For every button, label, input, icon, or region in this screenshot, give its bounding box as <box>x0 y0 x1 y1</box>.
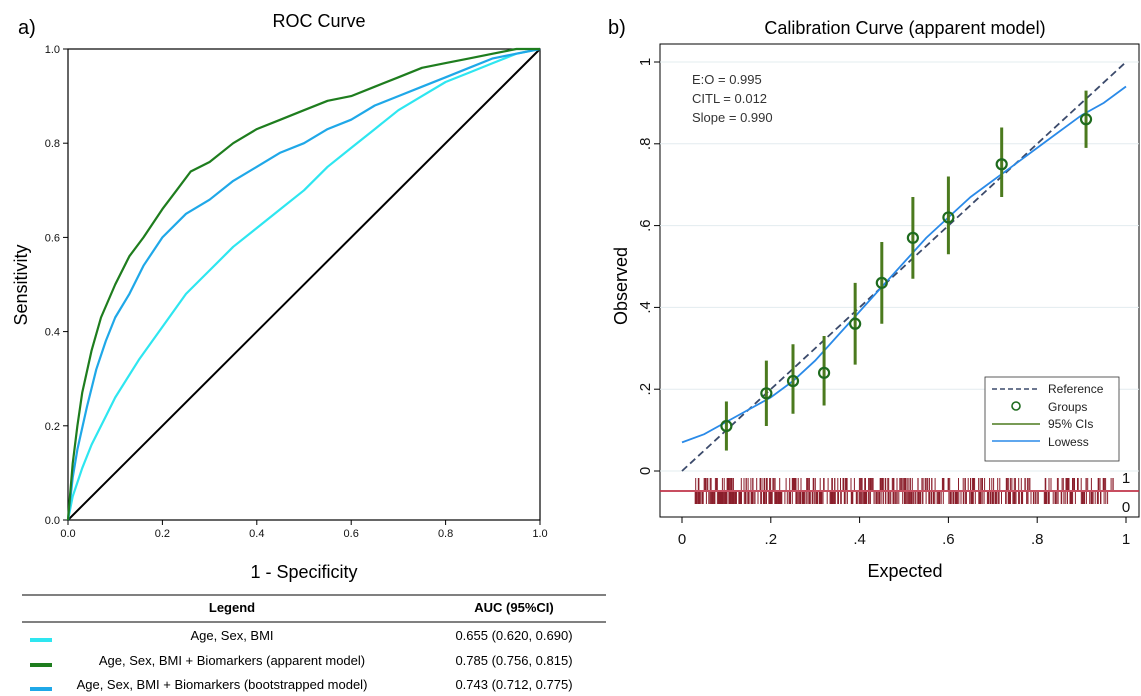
roc-ytick-label: 0.0 <box>45 515 60 527</box>
reference-line <box>681 61 1127 472</box>
group-point <box>817 366 831 379</box>
stat-citl: CITL = 0.012 <box>692 91 767 106</box>
roc-ytick-label: 0.2 <box>45 421 60 433</box>
calibration-ytick-label: .2 <box>637 383 654 396</box>
calibration-series <box>681 61 1127 472</box>
calibration-xtick-label: 0 <box>678 531 686 548</box>
rug-label-one: 1 <box>1122 470 1130 487</box>
calibration-ytick-label: .6 <box>637 219 654 232</box>
legend-reference-label: Reference <box>1048 382 1104 396</box>
roc-xtick-label: 1.0 <box>532 528 547 540</box>
calibration-xtick-label: .2 <box>765 531 778 548</box>
calibration-stats: E:O = 0.995 CITL = 0.012 Slope = 0.990 <box>692 72 773 125</box>
roc-line-bootstrapped <box>66 47 541 521</box>
legend-ci-label: 95% CIs <box>1048 417 1093 431</box>
group-point <box>942 211 955 224</box>
roc-xtick-label: 0.8 <box>438 528 453 540</box>
roc-line-age-sex-bmi <box>66 47 541 521</box>
legend-table: Legend AUC (95%CI) Age, Sex, BMI 0.655 (… <box>22 594 606 692</box>
roc-xtick-label: 0.4 <box>249 528 264 540</box>
legend-row3-auc: 0.743 (0.712, 0.775) <box>455 677 572 692</box>
roc-xtick-label: 0.6 <box>344 528 359 540</box>
group-point <box>720 419 733 433</box>
calibration-xtick-label: .8 <box>1031 531 1044 548</box>
roc-title: ROC Curve <box>272 11 365 31</box>
legend-groups-label: Groups <box>1048 400 1087 414</box>
calibration-rug <box>660 478 1139 504</box>
group-point <box>875 276 888 289</box>
calibration-xtick-label: .4 <box>853 531 866 548</box>
legend-row2-auc: 0.785 (0.756, 0.815) <box>455 653 572 668</box>
calibration-xlabel: Expected <box>867 561 942 581</box>
calibration-ylabel: Observed <box>611 247 631 325</box>
roc-ylabel: Sensitivity <box>11 244 31 325</box>
legend-header: Legend <box>209 600 255 615</box>
calibration-xtick-label: 1 <box>1122 531 1130 548</box>
lowess-line <box>681 85 1127 444</box>
legend-groups-marker <box>1011 401 1021 411</box>
calibration-ytick-label: .4 <box>637 301 654 314</box>
roc-ytick-label: 0.6 <box>45 232 60 244</box>
group-point <box>906 231 919 244</box>
roc-axes: 0.0 0.2 0.4 0.6 0.8 1.0 0.0 0.2 0.4 0.6 0.8 1.0 <box>45 44 548 540</box>
panel-a-label: a) <box>18 17 36 39</box>
group-point <box>786 374 800 388</box>
roc-xlabel: 1 - Specificity <box>250 562 357 582</box>
legend-lowess-label: Lowess <box>1048 435 1089 449</box>
auc-header: AUC (95%CI) <box>474 600 553 615</box>
roc-xtick-label: 0.2 <box>155 528 170 540</box>
roc-plot-area <box>67 48 541 521</box>
rug-label-zero: 0 <box>1122 499 1130 516</box>
group-point <box>1079 113 1093 126</box>
roc-diagonal <box>67 48 541 521</box>
legend-row2-label: Age, Sex, BMI + Biomarkers (apparent mod… <box>99 653 365 668</box>
calibration-legend: Reference Groups 95% CIs Lowess <box>984 376 1120 462</box>
calibration-ytick-label: 1 <box>637 58 654 66</box>
calibration-axes: 0 .2 .4 .6 .8 1 0 .2 .4 .6 .8 1 <box>637 58 1130 548</box>
stat-eo: E:O = 0.995 <box>692 72 762 87</box>
roc-xtick-label: 0.0 <box>60 528 75 540</box>
legend-row3-label: Age, Sex, BMI + Biomarkers (bootstrapped… <box>77 677 368 692</box>
panel-b-label: b) <box>608 17 626 39</box>
calibration-ytick-label: .8 <box>637 138 654 151</box>
roc-line-apparent <box>66 47 540 521</box>
legend-row1-label: Age, Sex, BMI <box>190 628 273 643</box>
group-point <box>849 317 862 330</box>
calibration-xtick-label: .6 <box>942 531 955 548</box>
roc-ytick-label: 0.4 <box>45 327 60 339</box>
calibration-ytick-label: 0 <box>637 467 654 475</box>
roc-frame <box>67 48 541 521</box>
legend-box <box>984 376 1120 462</box>
roc-ytick-label: 0.8 <box>45 138 60 150</box>
roc-series <box>66 47 541 521</box>
roc-ytick-label: 1.0 <box>45 44 60 56</box>
calibration-title: Calibration Curve (apparent model) <box>764 18 1045 38</box>
group-point <box>995 158 1008 171</box>
stat-slope: Slope = 0.990 <box>692 110 773 125</box>
legend-row1-auc: 0.655 (0.620, 0.690) <box>455 628 572 643</box>
group-point <box>760 387 773 400</box>
